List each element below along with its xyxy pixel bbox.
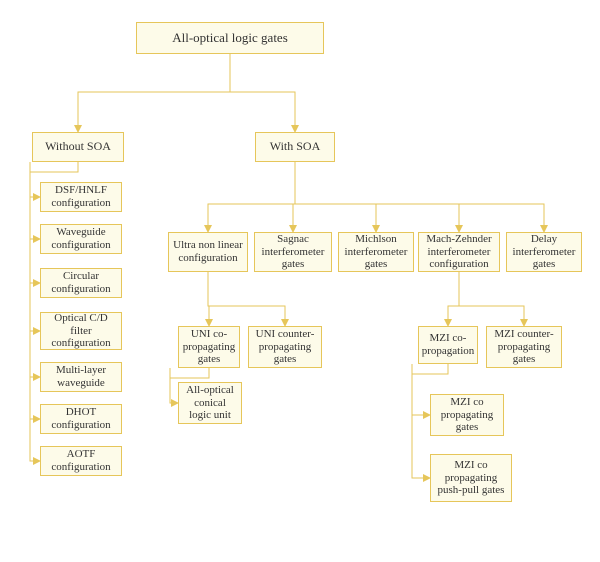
edge [295,162,459,232]
edge [295,162,544,232]
node-uniCt: UNI counter-propagating gates [248,326,322,368]
node-aotf: AOTF configuration [40,446,122,476]
edge [230,54,295,132]
edge [78,54,230,132]
edge [208,272,209,326]
node-del: Delay interferometer gates [506,232,582,272]
node-wvg: Waveguide configuration [40,224,122,254]
node-unl: Ultra non linear configuration [168,232,248,272]
node-mziCg: MZI co propagating gates [430,394,504,436]
node-uniC: UNI co-propagating gates [178,326,240,368]
edge [30,162,40,377]
edge [208,272,285,326]
edge [448,272,459,326]
edge [208,162,295,232]
node-mzi: Mach-Zehnder interferometer configuratio… [418,232,500,272]
node-aocl: All-optical conical logic unit [178,382,242,424]
node-mziCt: MZI counter-propagating gates [486,326,562,368]
edge [30,162,40,461]
node-withSOA: With SOA [255,132,335,162]
edge [30,162,40,239]
node-sag: Sagnac interferometer gates [254,232,332,272]
edge [30,162,40,331]
edge [412,364,430,478]
edge [295,162,376,232]
node-cdf: Optical C/D filter configuration [40,312,122,350]
node-circ: Circular configuration [40,268,122,298]
edge [293,162,295,232]
node-root: All-optical logic gates [136,22,324,54]
edge-stub [30,162,78,172]
node-dhot: DHOT configuration [40,404,122,434]
edge-stub [412,364,448,374]
node-mziCo: MZI co-propagation [418,326,478,364]
node-mic: Michlson interferometer gates [338,232,414,272]
node-dsf: DSF/HNLF configuration [40,182,122,212]
edge [30,162,40,419]
edge [412,364,430,415]
node-mlw: Multi-layer waveguide [40,362,122,392]
node-mziPp: MZI co propagating push-pull gates [430,454,512,502]
edge-stub [170,368,209,378]
edge [459,272,524,326]
node-noSOA: Without SOA [32,132,124,162]
flowchart-canvas: All-optical logic gates Without SOA With S… [0,0,600,562]
edge [30,162,40,197]
edge [170,368,178,403]
edge [30,162,40,283]
